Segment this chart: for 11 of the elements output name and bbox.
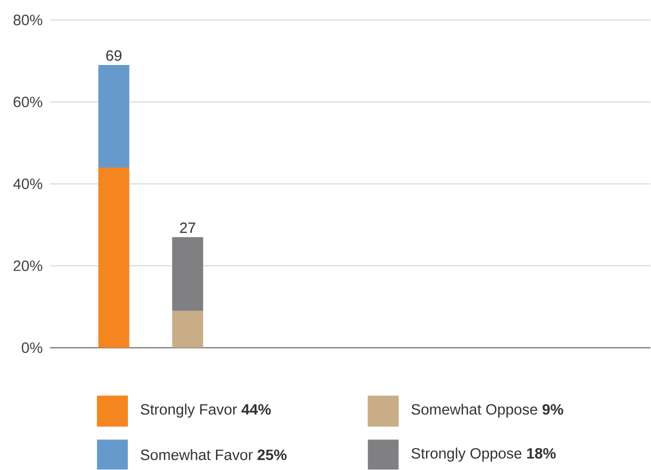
y-tick-label: 60% xyxy=(14,96,42,108)
y-tick-label: 0% xyxy=(22,342,42,354)
legend-label: Strongly Oppose 18% xyxy=(412,448,556,462)
legend-label: Somewhat Favor 25% xyxy=(140,449,287,460)
total-label: 27 xyxy=(180,222,196,234)
y-tick-label: 20% xyxy=(14,260,42,272)
y-tick-label: 80% xyxy=(14,14,42,26)
legend-label: Somewhat Oppose 9% xyxy=(412,404,564,418)
y-tick-label: 40% xyxy=(13,178,42,190)
total-label: 69 xyxy=(106,50,122,62)
legend-label: Strongly Favor 44% xyxy=(140,404,271,418)
